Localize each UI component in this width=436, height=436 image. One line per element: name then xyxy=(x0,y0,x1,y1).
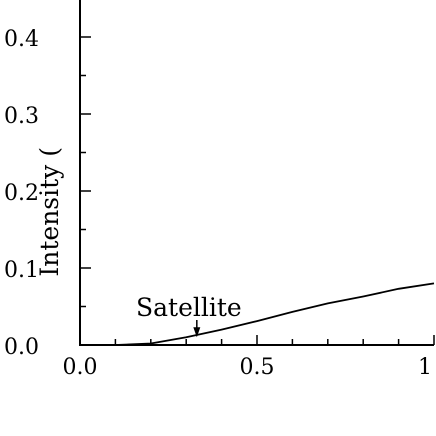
y-tick-label: 0.2 xyxy=(4,181,39,206)
y-tick-label: 0.1 xyxy=(4,258,39,283)
annotation-label: Satellite xyxy=(136,293,242,322)
series-line-2 xyxy=(80,282,435,346)
y-axis-title: Intensity ( xyxy=(35,147,64,277)
y-tick-label: 0.4 xyxy=(4,27,39,52)
y-tick-label: 0.0 xyxy=(4,335,39,360)
x-tick-label: 0.0 xyxy=(63,355,98,380)
y-tick-label: 0.3 xyxy=(4,104,39,129)
x-tick-label: 0.5 xyxy=(240,355,275,380)
annotation-arrow-head xyxy=(193,327,201,338)
x-tick-label: 1 xyxy=(418,355,432,380)
